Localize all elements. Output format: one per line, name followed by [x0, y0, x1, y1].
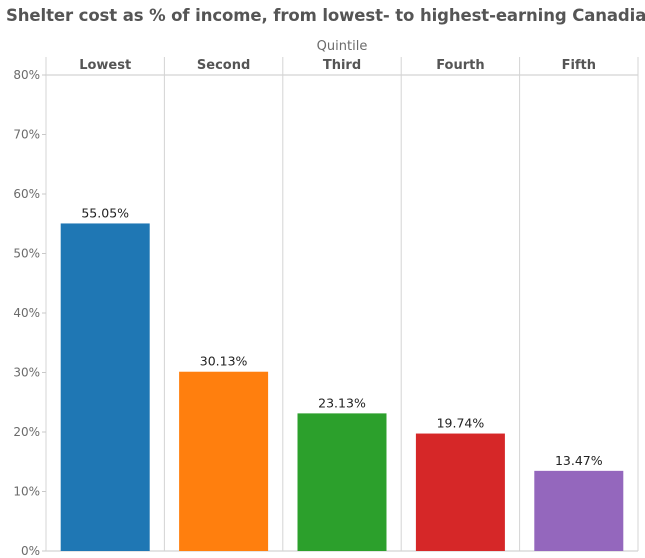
x-axis: Quintile Lowest Second Third Fourth Fifth [79, 39, 596, 73]
y-tick-label: 40% [13, 306, 40, 320]
bar [297, 413, 387, 551]
bar [60, 223, 150, 551]
y-tick-label: 70% [13, 128, 40, 142]
y-tick-label: 50% [13, 247, 40, 261]
data-label: 13.47% [555, 453, 603, 468]
x-axis-title: Quintile [317, 39, 368, 54]
x-tick-label: Second [197, 58, 250, 73]
y-axis: 0% 10% 20% 30% 40% 50% 60% 70% 80% [13, 68, 46, 558]
x-tick-label: Third [323, 58, 361, 73]
data-label: 55.05% [81, 205, 129, 220]
data-label: 30.13% [200, 354, 248, 369]
y-tick-label: 20% [13, 425, 40, 439]
data-labels: 55.05% 30.13% 23.13% 19.74% 13.47% [81, 205, 602, 467]
y-tick-label: 30% [13, 366, 40, 380]
y-tick-label: 60% [13, 187, 40, 201]
bars [60, 223, 624, 551]
y-tick-label: 10% [13, 485, 40, 499]
data-label: 23.13% [318, 395, 366, 410]
y-tick-label: 0% [21, 544, 40, 558]
bar [534, 470, 624, 551]
bar [179, 371, 269, 551]
y-tick-label: 80% [13, 68, 40, 82]
chart-title: Shelter cost as % of income, from lowest… [6, 6, 645, 25]
bar [415, 433, 505, 551]
data-label: 19.74% [437, 416, 485, 431]
x-tick-label: Lowest [79, 58, 131, 73]
x-tick-label: Fourth [436, 58, 484, 73]
x-tick-label: Fifth [562, 58, 596, 73]
